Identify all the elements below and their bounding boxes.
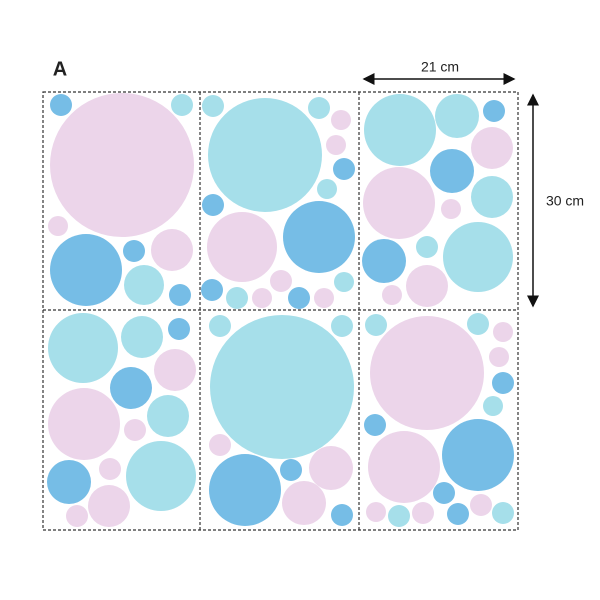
decal-dot <box>99 458 121 480</box>
decal-dot <box>126 441 196 511</box>
decal-dot <box>169 284 191 306</box>
decal-dot <box>317 179 337 199</box>
decal-dot <box>416 236 438 258</box>
decal-dot <box>48 313 118 383</box>
decal-dot <box>331 504 353 526</box>
decal-dot <box>435 94 479 138</box>
decal-dot <box>209 454 281 526</box>
variant-label: A <box>53 58 67 80</box>
decal-dot <box>209 434 231 456</box>
decal-dot <box>412 502 434 524</box>
decal-dot <box>270 270 292 292</box>
decal-dot <box>363 167 435 239</box>
decal-dot <box>123 240 145 262</box>
decal-dot <box>441 199 461 219</box>
decal-dot <box>202 194 224 216</box>
decal-dot <box>47 460 91 504</box>
decal-dot <box>48 388 120 460</box>
decal-dot <box>154 349 196 391</box>
decal-dot <box>443 222 513 292</box>
decal-dot <box>208 98 322 212</box>
decal-dot <box>283 201 355 273</box>
decal-dot <box>124 265 164 305</box>
decal-dot <box>331 315 353 337</box>
decal-dot <box>288 287 310 309</box>
decal-dot <box>50 94 72 116</box>
decal-dot <box>471 127 513 169</box>
decal-dot <box>467 313 489 335</box>
decal-dot <box>282 481 326 525</box>
decal-dot <box>362 239 406 283</box>
decal-dot <box>365 314 387 336</box>
height-label: 30 cm <box>546 193 584 209</box>
decal-dot <box>314 288 334 308</box>
decal-dot <box>364 414 386 436</box>
decal-dot <box>88 485 130 527</box>
decal-circles <box>47 93 514 527</box>
decal-dot <box>382 285 402 305</box>
decal-dot <box>201 279 223 301</box>
decal-dot <box>124 419 146 441</box>
decal-dot <box>406 265 448 307</box>
decal-dot <box>66 505 88 527</box>
width-label: 21 cm <box>421 59 459 75</box>
decal-dot <box>492 372 514 394</box>
decal-dot <box>210 315 354 459</box>
decal-dot <box>50 234 122 306</box>
decal-dot <box>121 316 163 358</box>
decal-dot <box>48 216 68 236</box>
decal-dot <box>334 272 354 292</box>
decal-dot <box>309 446 353 490</box>
decal-dot <box>489 347 509 367</box>
decal-dot <box>364 94 436 166</box>
decal-dot <box>151 229 193 271</box>
decal-dot <box>110 367 152 409</box>
decal-dot <box>470 494 492 516</box>
sheet-outline <box>42 91 519 531</box>
decal-dot <box>168 318 190 340</box>
decal-dot <box>171 94 193 116</box>
decal-dot <box>366 502 386 522</box>
decal-dot <box>331 110 351 130</box>
decal-dot <box>433 482 455 504</box>
decal-dot <box>471 176 513 218</box>
decal-dot <box>207 212 277 282</box>
decal-dot <box>308 97 330 119</box>
decal-dot <box>483 100 505 122</box>
decal-dot <box>368 431 440 503</box>
decal-dot <box>493 322 513 342</box>
decal-dot <box>370 316 484 430</box>
decal-dot <box>202 95 224 117</box>
decal-dot <box>388 505 410 527</box>
decal-dot <box>209 315 231 337</box>
decal-dot <box>492 502 514 524</box>
decal-dot <box>483 396 503 416</box>
decal-dot <box>226 287 248 309</box>
decal-dot <box>252 288 272 308</box>
decal-dot <box>326 135 346 155</box>
decal-dot <box>430 149 474 193</box>
decal-dot <box>280 459 302 481</box>
decal-dot <box>147 395 189 437</box>
decal-dot <box>447 503 469 525</box>
decal-dot <box>333 158 355 180</box>
decal-dot <box>442 419 514 491</box>
decal-dot <box>50 93 194 237</box>
